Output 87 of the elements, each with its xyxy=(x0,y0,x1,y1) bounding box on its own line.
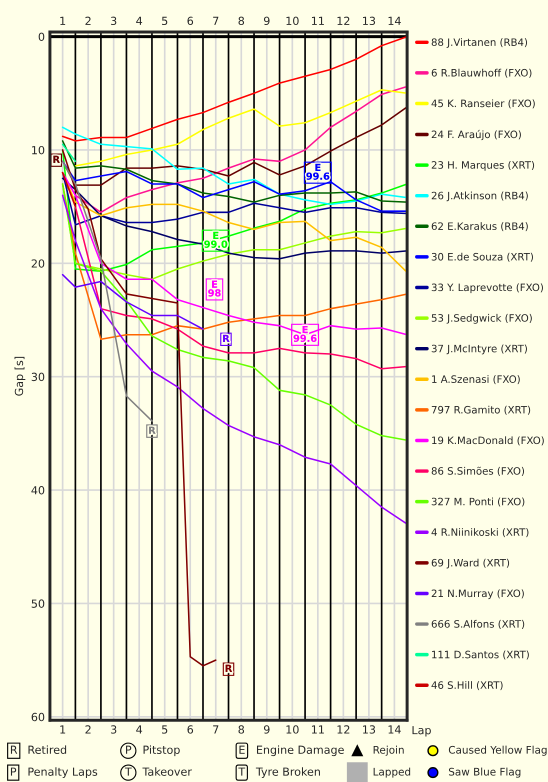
x-tick-label: 7 xyxy=(213,725,218,734)
legend-label: 23 H. Marques (XRT) xyxy=(432,160,534,171)
x2-tick-label: 3 xyxy=(110,16,116,26)
y-tick-label: 20 xyxy=(32,259,44,268)
x-tick-label: 10 xyxy=(286,725,299,734)
x-tick-label: 8 xyxy=(238,725,244,734)
text: Rejoin xyxy=(374,746,404,756)
legend-label: 26 J.Atkinson (RB4) xyxy=(432,192,528,202)
text: Tyre Broken xyxy=(256,767,320,778)
line-series xyxy=(62,36,408,142)
legend-label: 46 S.Hill (XRT) xyxy=(432,681,503,690)
x-tick-label: 5 xyxy=(162,725,168,734)
text: Lapped xyxy=(374,768,410,778)
line-series xyxy=(62,194,408,525)
line-series xyxy=(62,149,408,272)
x2-tick-label: 4 xyxy=(136,16,142,25)
x-tick-label: 6 xyxy=(187,725,194,734)
line-series xyxy=(62,274,204,330)
x2-tick-label: 10 xyxy=(286,16,299,26)
x-tick-label: 13 xyxy=(363,725,376,734)
line-series xyxy=(62,183,408,441)
x2-tick-label: 14 xyxy=(388,16,401,25)
y-tick-label: 30 xyxy=(32,372,44,382)
x-tick-label: 9 xyxy=(264,725,270,734)
x2-tick-label: 7 xyxy=(213,16,218,25)
text: Takeover xyxy=(142,767,192,776)
legend-label: 30 E.de Souza (XRT) xyxy=(432,252,533,262)
y-tick-label: 10 xyxy=(32,146,44,154)
legend-label: 111 D.Santos (XRT) xyxy=(432,650,529,660)
text: Saw Blue Flag xyxy=(448,768,520,778)
line-series xyxy=(62,140,408,203)
x2-tick-label: 9 xyxy=(264,16,270,26)
x2-tick-label: 6 xyxy=(187,16,194,26)
x-tick-label: 1 xyxy=(60,725,66,734)
line-series xyxy=(62,126,408,206)
text: P xyxy=(10,768,16,776)
legend-label: 88 J.Virtanen (RB4) xyxy=(432,38,528,48)
y-tick-label: 40 xyxy=(31,486,44,494)
x2-tick-label: 8 xyxy=(238,16,244,26)
text: Caused Yellow Flag xyxy=(448,746,547,756)
x2-tick-label: 2 xyxy=(85,16,91,25)
legend-label: 24 F. Araújo (FXO) xyxy=(432,130,521,140)
legend-label: 327 M. Ponti (FXO) xyxy=(432,498,524,507)
text: T xyxy=(238,768,246,776)
line-series xyxy=(62,172,408,226)
x-tick-label: 4 xyxy=(136,725,142,734)
legend-label: 62 E.Karakus (RB4) xyxy=(432,222,528,232)
text: Engine Damage xyxy=(257,745,344,756)
x2-tick-label: 1 xyxy=(60,16,66,25)
legend-label: 45 K. Ranseier (FXO) xyxy=(432,99,535,108)
x-tick-label: 2 xyxy=(85,725,91,734)
legend-label: 4 R.Niinikoski (XRT) xyxy=(432,528,528,538)
legend-label: 21 N.Murray (FXO) xyxy=(432,589,524,600)
x-tick-label: 11 xyxy=(312,725,324,734)
x2-tick-label: 11 xyxy=(312,16,324,25)
x2-tick-label: 5 xyxy=(162,16,168,26)
legend-label: 86 S.Simões (FXO) xyxy=(432,466,524,476)
annotation: E 98 xyxy=(208,280,221,297)
x-tick-label: 12 xyxy=(338,725,350,734)
x2-tick-label: 12 xyxy=(338,16,350,25)
legend-label: 69 J.Ward (XRT) xyxy=(432,558,510,568)
legend-label: 6 R.Blauwhoff (FXO) xyxy=(432,68,532,78)
legend-label: 19 K.MacDonald (FXO) xyxy=(432,436,544,446)
legend-label: 797 R.Gamito (XRT) xyxy=(432,406,530,415)
x-tick-label: 14 xyxy=(388,725,401,734)
text: E xyxy=(239,746,245,754)
x2-tick-label: 13 xyxy=(363,16,376,26)
legend-label: 666 S.Alfons (XRT) xyxy=(432,620,524,629)
y-tick-label: 50 xyxy=(32,599,44,608)
text: Penalty Laps xyxy=(28,767,98,778)
text: Pitstop xyxy=(144,745,180,756)
legend-label: 37 J.McIntyre (XRT) xyxy=(432,344,527,354)
y-axis-title: Gap [s] xyxy=(14,356,26,396)
text: T xyxy=(124,768,132,776)
text: Retired xyxy=(28,745,66,754)
text: R xyxy=(10,746,18,754)
legend-label: 1 A.Szenasi (FXO) xyxy=(432,375,520,384)
annotation: E 99.0 xyxy=(204,232,228,248)
legend-label: 33 Y. Laprevotte (FXO) xyxy=(432,283,543,294)
x-tick-label: 3 xyxy=(110,725,116,734)
y-tick-label: 60 xyxy=(32,712,44,722)
text: P xyxy=(126,746,132,754)
legend-label: 53 J.Sedgwick (FXO) xyxy=(432,314,532,324)
y-tick-label: 0 xyxy=(38,32,44,41)
annotation: R xyxy=(53,156,60,163)
x-axis-title: Lap xyxy=(412,726,431,736)
annotation: E 99.6 xyxy=(306,164,330,180)
